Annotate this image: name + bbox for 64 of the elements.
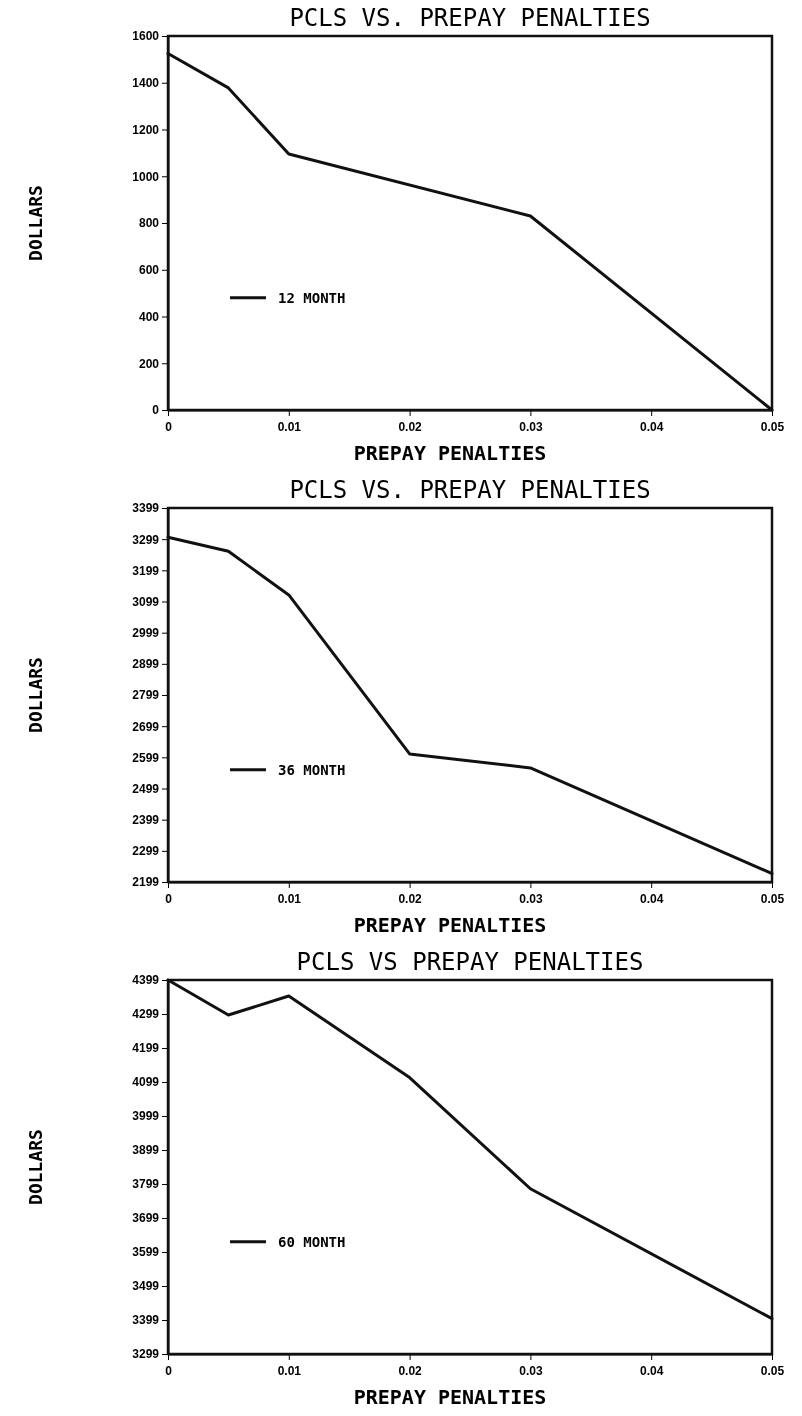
x-tick-label: 0.04 — [640, 1364, 664, 1378]
y-tick-label: 3999 — [132, 1109, 160, 1124]
y-tick-label: 3199 — [132, 563, 160, 578]
chart-title: PCLS VS. PREPAY PENALTIES — [289, 476, 651, 504]
y-axis-title: DOLLARS — [25, 185, 46, 261]
chart-title: PCLS VS PREPAY PENALTIES — [296, 948, 644, 976]
y-axis-title: DOLLARS — [25, 657, 46, 733]
y-tick-label: 2299 — [132, 844, 160, 859]
y-tick-label: 400 — [138, 309, 160, 324]
y-tick-label: 2599 — [132, 750, 160, 765]
y-tick-label: 1000 — [132, 169, 160, 184]
y-tick-label: 4099 — [132, 1075, 160, 1090]
legend-label: 12 MONTH — [278, 289, 346, 306]
y-tick-label: 2899 — [132, 657, 160, 672]
x-tick-label: 0.02 — [398, 420, 423, 434]
y-tick-label: 3299 — [132, 532, 160, 547]
x-tick-label: 0 — [165, 892, 173, 906]
x-tick-label: 0.02 — [398, 1364, 423, 1378]
y-tick-label: 200 — [138, 356, 160, 371]
x-tick-label: 0.03 — [519, 892, 543, 906]
y-tick-label: 3699 — [132, 1211, 160, 1226]
x-tick-label: 0.04 — [640, 892, 664, 906]
y-tick-label: 4299 — [132, 1007, 160, 1022]
x-axis-title: PREPAY PENALTIES — [353, 441, 547, 465]
x-tick-label: 0.01 — [277, 420, 302, 434]
y-tick-label: 2799 — [132, 688, 160, 703]
y-tick-label: 2199 — [132, 875, 160, 890]
y-tick-label: 3799 — [132, 1177, 160, 1192]
y-tick-label: 0 — [152, 403, 160, 418]
x-tick-label: 0.05 — [760, 892, 785, 906]
y-tick-label: 3099 — [132, 594, 160, 609]
y-axis-title: DOLLARS — [25, 1129, 46, 1205]
x-tick-label: 0 — [165, 420, 173, 434]
legend-label: 60 MONTH — [278, 1233, 346, 1250]
y-tick-label: 800 — [138, 216, 160, 231]
y-tick-label: 3499 — [132, 1279, 160, 1294]
y-tick-label: 3399 — [132, 1313, 160, 1328]
x-tick-label: 0.04 — [640, 420, 664, 434]
y-tick-label: 600 — [138, 263, 160, 278]
y-tick-label: 1400 — [132, 76, 160, 91]
y-tick-label: 2699 — [132, 719, 160, 734]
y-tick-label: 1200 — [132, 122, 160, 137]
legend-label: 36 MONTH — [278, 761, 346, 778]
y-tick-label: 3299 — [132, 1347, 160, 1362]
chart-title: PCLS VS. PREPAY PENALTIES — [289, 4, 651, 32]
x-tick-label: 0.03 — [519, 1364, 543, 1378]
y-tick-label: 3599 — [132, 1245, 160, 1260]
y-tick-label: 2399 — [132, 813, 160, 828]
x-tick-label: 0.02 — [398, 892, 423, 906]
y-tick-label: 4399 — [132, 973, 160, 988]
x-tick-label: 0 — [165, 1364, 173, 1378]
x-axis-title: PREPAY PENALTIES — [353, 1385, 547, 1409]
x-tick-label: 0.01 — [277, 1364, 302, 1378]
y-tick-label: 3399 — [132, 501, 160, 516]
y-tick-label: 4199 — [132, 1041, 160, 1056]
y-tick-label: 2999 — [132, 626, 160, 641]
x-tick-label: 0.01 — [277, 892, 302, 906]
y-tick-label: 1600 — [132, 29, 160, 44]
y-tick-label: 3899 — [132, 1143, 160, 1158]
x-tick-label: 0.03 — [519, 420, 543, 434]
x-tick-label: 0.05 — [760, 420, 785, 434]
x-axis-title: PREPAY PENALTIES — [353, 913, 547, 937]
y-tick-label: 2499 — [132, 781, 160, 796]
x-tick-label: 0.05 — [760, 1364, 785, 1378]
